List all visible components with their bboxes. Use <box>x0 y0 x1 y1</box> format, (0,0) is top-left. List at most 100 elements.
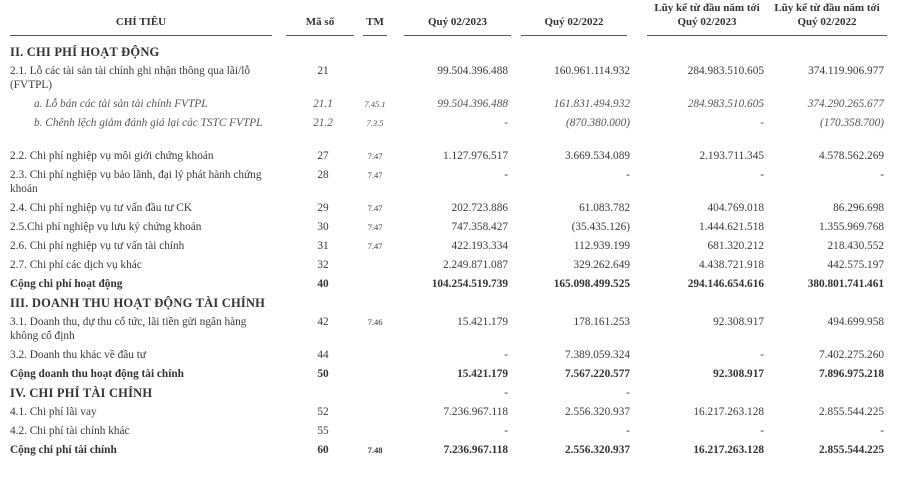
row-note: 7.48 <box>367 445 383 455</box>
ytd-2023-value <box>633 383 767 402</box>
q2-2022-value: 3.669.534.089 <box>565 150 630 162</box>
table-row: 2.2. Chi phí nghiệp vụ môi giới chứng kh… <box>10 146 887 165</box>
ytd-2023-value: 284.983.510.605 <box>687 98 764 110</box>
header-ytd-2022: Lũy kế từ đầu năm tới Quý 02/2022 <box>767 0 887 42</box>
q2-2022-value: 329.262.649 <box>573 259 630 271</box>
header-ytd-2023: Lũy kế từ đầu năm tới Quý 02/2023 <box>633 0 767 42</box>
header-chi-tieu: CHỈ TIÊU <box>10 0 272 42</box>
ytd-2023-value: 681.320.212 <box>707 240 764 252</box>
row-code: 21 <box>317 65 329 77</box>
ytd-2022-value: 1.355.969.768 <box>819 221 884 233</box>
table-row: 2.6. Chi phí nghiệp vụ tư vấn tài chính 3… <box>10 236 887 255</box>
row-note: 7.45.1 <box>364 99 386 109</box>
row-code: 52 <box>317 406 329 418</box>
row-label: II. CHI PHÍ HOẠT ĐỘNG <box>10 45 160 59</box>
row-note <box>360 345 390 364</box>
row-code: 55 <box>317 425 329 437</box>
q2-2023-value: 2.249.871.087 <box>443 259 508 271</box>
q2-2022-value: 112.939.199 <box>573 240 630 252</box>
row-code <box>272 383 360 402</box>
ytd-2022-value: 374.290.265.677 <box>807 98 884 110</box>
row-label: a. Lỗ bán các tài sản tài chính FVTPL <box>34 98 208 110</box>
row-note: 7.47 <box>367 151 383 161</box>
ytd-2022-value: 442.575.197 <box>827 259 884 271</box>
q2-2023-value: 15.421.179 <box>457 368 508 380</box>
ytd-2023-value: 4.438.721.918 <box>699 259 764 271</box>
row-note <box>360 61 390 94</box>
header-tm: TM <box>360 0 390 42</box>
header-q2-2022: Quý 02/2022 <box>511 0 633 42</box>
table-row: 4.1. Chi phí lãi vay 52 7.236.967.118 2.556… <box>10 402 887 421</box>
table-row: b. Chênh lệch giảm đánh giá lại các TSTC… <box>10 113 887 146</box>
ytd-2023-value: 404.769.018 <box>707 202 764 214</box>
row-note: 7.47 <box>367 170 383 180</box>
ytd-2022-value <box>767 293 887 312</box>
ytd-2022-value: 4.578.562.269 <box>819 150 884 162</box>
row-note <box>360 421 390 440</box>
ytd-2023-value <box>633 42 767 61</box>
ytd-2023-value: 16.217.263.128 <box>693 406 764 418</box>
row-label: 3.1. Doanh thu, dự thu cổ tức, lãi tiền … <box>10 316 247 342</box>
row-note <box>360 42 390 61</box>
q2-2023-value: - <box>504 425 508 437</box>
row-note <box>360 383 390 402</box>
q2-2023-value: 104.254.519.739 <box>431 278 508 290</box>
row-label: IV. CHI PHÍ TÀI CHÍNH <box>10 386 153 400</box>
row-note <box>360 364 390 383</box>
row-label: b. Chênh lệch giảm đánh giá lại các TSTC… <box>34 117 263 129</box>
ytd-2023-value: 294.146.654.616 <box>687 278 764 290</box>
ytd-2022-value: - <box>880 169 884 181</box>
q2-2022-value: 161.831.494.932 <box>553 98 630 110</box>
row-code: 29 <box>317 202 329 214</box>
row-label: 4.1. Chi phí lãi vay <box>10 406 97 418</box>
row-label: 2.5.Chi phí nghiệp vụ lưu ký chứng khoán <box>10 221 202 233</box>
row-code: 60 <box>317 444 329 456</box>
total-row: Cộng chi phí hoạt động 40 104.254.519.739 1… <box>10 274 887 293</box>
q2-2022-value <box>511 42 633 61</box>
ytd-2023-value: - <box>760 349 764 361</box>
header-ma-so: Mã số <box>272 0 360 42</box>
q2-2023-value <box>390 42 511 61</box>
ytd-2023-value: - <box>760 169 764 181</box>
ytd-2022-value <box>767 42 887 61</box>
table-row: a. Lỗ bán các tài sản tài chính FVTPL 21.… <box>10 94 887 113</box>
row-code: 40 <box>317 278 329 290</box>
q2-2023-value: 202.723.886 <box>451 202 508 214</box>
row-code: 27 <box>317 150 329 162</box>
row-note: 7.47 <box>367 203 383 213</box>
ytd-2022-value: - <box>880 425 884 437</box>
row-code: 44 <box>317 349 329 361</box>
row-code <box>272 293 360 312</box>
row-label: 4.2. Chi phí tài chính khác <box>10 425 130 437</box>
ytd-2023-value: 2.193.711.345 <box>699 150 764 162</box>
row-note: 7.46 <box>367 317 383 327</box>
ytd-2022-value: (170.358.700) <box>819 117 884 129</box>
ytd-2023-value: 16.217.263.128 <box>693 444 764 456</box>
q2-2023-value: - <box>504 349 508 361</box>
ytd-2023-value: 92.308.917 <box>713 316 764 328</box>
row-label: Cộng doanh thu hoạt động tài chính <box>10 368 184 380</box>
row-label: 2.2. Chi phí nghiệp vụ môi giới chứng kh… <box>10 150 214 162</box>
row-code <box>272 42 360 61</box>
row-code: 50 <box>317 368 329 380</box>
table-row: 2.5.Chi phí nghiệp vụ lưu ký chứng khoán… <box>10 217 887 236</box>
ytd-2022-value <box>767 383 887 402</box>
q2-2023-value <box>390 293 511 312</box>
q2-2022-value: 7.567.220.577 <box>565 368 630 380</box>
section-header-row: III. DOANH THU HOẠT ĐỘNG TÀI CHÍNH <box>10 293 887 312</box>
total-row: Cộng chi phí tài chính 60 7.48 7.236.967.11… <box>10 440 887 459</box>
ytd-2022-value: 380.801.741.461 <box>807 278 884 290</box>
q2-2022-value: 178.161.253 <box>573 316 630 328</box>
row-label: 2.1. Lỗ các tài sản tài chính ghi nhận t… <box>10 65 250 91</box>
row-note: 7.47 <box>367 222 383 232</box>
header-q2-2023: Quý 02/2023 <box>390 0 511 42</box>
section-header-row: II. CHI PHÍ HOẠT ĐỘNG <box>10 42 887 61</box>
q2-2023-value: - <box>504 117 508 129</box>
row-label: Cộng chi phí hoạt động <box>10 278 123 290</box>
q2-2022-value <box>511 293 633 312</box>
row-label: 2.7. Chi phí các dịch vụ khác <box>10 259 142 271</box>
row-note <box>360 293 390 312</box>
table-row: 2.3. Chi phí nghiệp vụ bảo lãnh, đại lý … <box>10 165 887 198</box>
ytd-2023-value: - <box>760 117 764 129</box>
q2-2023-value: - <box>504 387 508 399</box>
